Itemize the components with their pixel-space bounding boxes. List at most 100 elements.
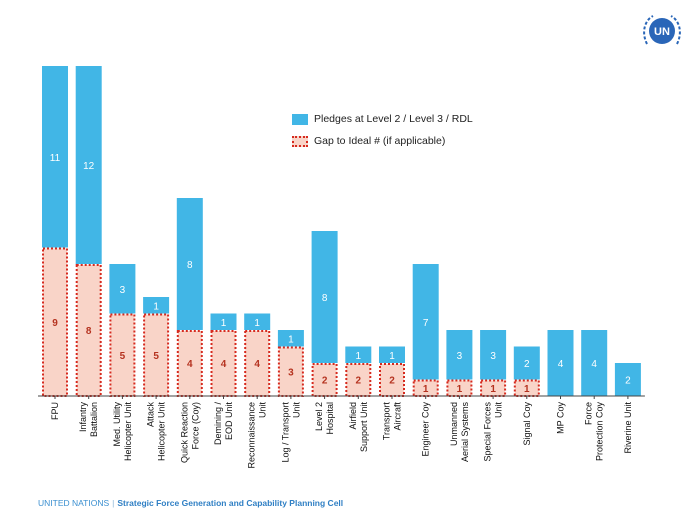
- gap-value-label: 2: [389, 376, 395, 387]
- footer: UNITED NATIONS | Strategic Force Generatio…: [38, 498, 343, 508]
- chart-legend: Pledges at Level 2 / Level 3 / RDL Gap t…: [292, 110, 473, 154]
- x-tick-label: FPU: [50, 402, 60, 420]
- gap-value-label: 4: [221, 359, 227, 370]
- gap-value-label: 4: [254, 359, 260, 370]
- legend-item-gap: Gap to Ideal # (if applicable): [292, 132, 473, 150]
- pledge-bar: [176, 198, 203, 330]
- pledge-bar: [244, 313, 271, 330]
- x-tick-label-line: Level 2: [314, 402, 324, 431]
- pledge-value-label: 8: [187, 260, 193, 271]
- pledge-bar: [547, 330, 574, 396]
- x-tick-label-line: Special Forces: [483, 402, 493, 462]
- pledge-bar: [480, 330, 507, 380]
- gap-value-label: 5: [153, 351, 159, 362]
- x-tick-label: Signal Coy: [522, 402, 532, 446]
- gap-value-label: 5: [120, 351, 126, 362]
- gap-bar: [513, 379, 540, 397]
- pledge-value-label: 1: [356, 351, 362, 362]
- x-tick-label: Med. UtilityHelicopter Unit: [112, 402, 133, 462]
- x-tick-label-line: Infantry: [78, 402, 88, 433]
- x-tick-label-line: Airfield: [348, 402, 358, 430]
- x-tick-label-line: Attack: [146, 402, 156, 428]
- legend-swatch-gap: [292, 135, 308, 147]
- gap-bar: [277, 346, 304, 397]
- x-tick-label-line: Riverine Unit: [623, 402, 633, 454]
- x-tick-label: Riverine Unit: [623, 402, 633, 454]
- gap-bar: [446, 379, 473, 397]
- pledge-bar: [210, 313, 237, 330]
- x-tick-label: Quick ReactionForce (Coy): [179, 402, 200, 463]
- pledge-bar: [143, 297, 170, 314]
- x-tick-label-line: Signal Coy: [522, 402, 532, 446]
- x-tick-label-line: EOD Unit: [224, 402, 234, 441]
- gap-value-label: 1: [423, 384, 429, 395]
- x-tick-label-line: Unmanned: [449, 402, 459, 446]
- x-tick-label-line: Aerial Systems: [460, 402, 470, 463]
- x-tick-label-line: Unit: [291, 402, 301, 419]
- gap-bar: [210, 330, 237, 397]
- pledge-bar: [614, 363, 641, 396]
- x-tick-label: Special ForcesUnit: [483, 402, 504, 462]
- x-tick-label-line: Unit: [494, 402, 504, 419]
- pledge-value-label: 1: [153, 301, 159, 312]
- x-tick-label: ForceProtection Coy: [584, 402, 605, 462]
- pledge-bar: [345, 346, 372, 363]
- pledge-value-label: 7: [423, 318, 429, 329]
- x-tick-label-line: Quick Reaction: [179, 402, 189, 463]
- x-tick-label: InfantryBattalion: [78, 402, 99, 438]
- x-tick-label: Level 2Hospital: [314, 402, 335, 435]
- gap-bar: [143, 313, 170, 397]
- pledge-value-label: 1: [389, 351, 395, 362]
- un-emblem-icon: UN: [643, 15, 681, 45]
- pledge-value-label: 2: [625, 376, 631, 387]
- pledge-value-label: 2: [524, 359, 530, 370]
- x-tick-label: ReconnaissanceUnit: [247, 402, 268, 469]
- x-tick-label: Log / TransportUnit: [280, 402, 301, 463]
- pledge-bar: [581, 330, 608, 396]
- legend-label-pledges: Pledges at Level 2 / Level 3 / RDL: [314, 113, 473, 125]
- x-tick-label-line: MP Coy: [556, 402, 566, 434]
- x-tick-label: AttackHelicopter Unit: [146, 402, 167, 462]
- gap-value-label: 1: [457, 384, 463, 395]
- pledge-value-label: 1: [254, 318, 260, 329]
- x-tick-label: TransportAircraft: [382, 402, 403, 441]
- x-tick-label-line: Hospital: [325, 402, 335, 435]
- pledge-bar: [513, 346, 540, 380]
- gap-bar: [480, 379, 507, 397]
- footer-cell-name: Strategic Force Generation and Capabilit…: [117, 498, 344, 508]
- gap-value-label: 1: [490, 384, 496, 395]
- x-tick-label: UnmannedAerial Systems: [449, 402, 470, 463]
- x-tick-label-line: FPU: [50, 402, 60, 420]
- pledge-bar: [311, 231, 338, 363]
- x-tick-label: AirfieldSupport Unit: [348, 402, 369, 453]
- pledge-value-label: 1: [288, 334, 294, 345]
- gap-value-label: 3: [288, 367, 294, 378]
- legend-item-pledges: Pledges at Level 2 / Level 3 / RDL: [292, 110, 473, 128]
- x-tick-label-line: Force (Coy): [190, 402, 200, 450]
- x-tick-label-line: Transport: [382, 402, 392, 441]
- footer-separator: |: [112, 498, 115, 508]
- x-tick-label-line: Battalion: [89, 402, 99, 437]
- logo-text: UN: [654, 26, 670, 38]
- x-tick-label-line: Protection Coy: [595, 402, 605, 462]
- pledge-bar: [446, 330, 473, 380]
- pledge-value-label: 3: [120, 285, 126, 296]
- gap-bar: [75, 264, 102, 397]
- x-tick-label-line: Reconnaissance: [247, 402, 257, 469]
- x-tick-label-line: Demining /: [213, 402, 223, 446]
- gap-value-label: 9: [52, 318, 58, 329]
- x-tick-label-line: Aircraft: [393, 402, 403, 431]
- x-tick-label-line: Unit: [258, 402, 268, 419]
- pledge-bar: [109, 264, 136, 314]
- gap-bar: [412, 379, 439, 397]
- gap-value-label: 2: [356, 376, 362, 387]
- gap-value-label: 4: [187, 359, 193, 370]
- footer-org: UNITED NATIONS: [38, 498, 110, 508]
- pledge-bar: [277, 330, 304, 347]
- pledge-value-label: 12: [83, 161, 95, 172]
- gap-bar: [244, 330, 271, 397]
- pledge-bar: [75, 66, 102, 264]
- pledge-value-label: 4: [591, 359, 597, 370]
- gap-value-label: 2: [322, 376, 328, 387]
